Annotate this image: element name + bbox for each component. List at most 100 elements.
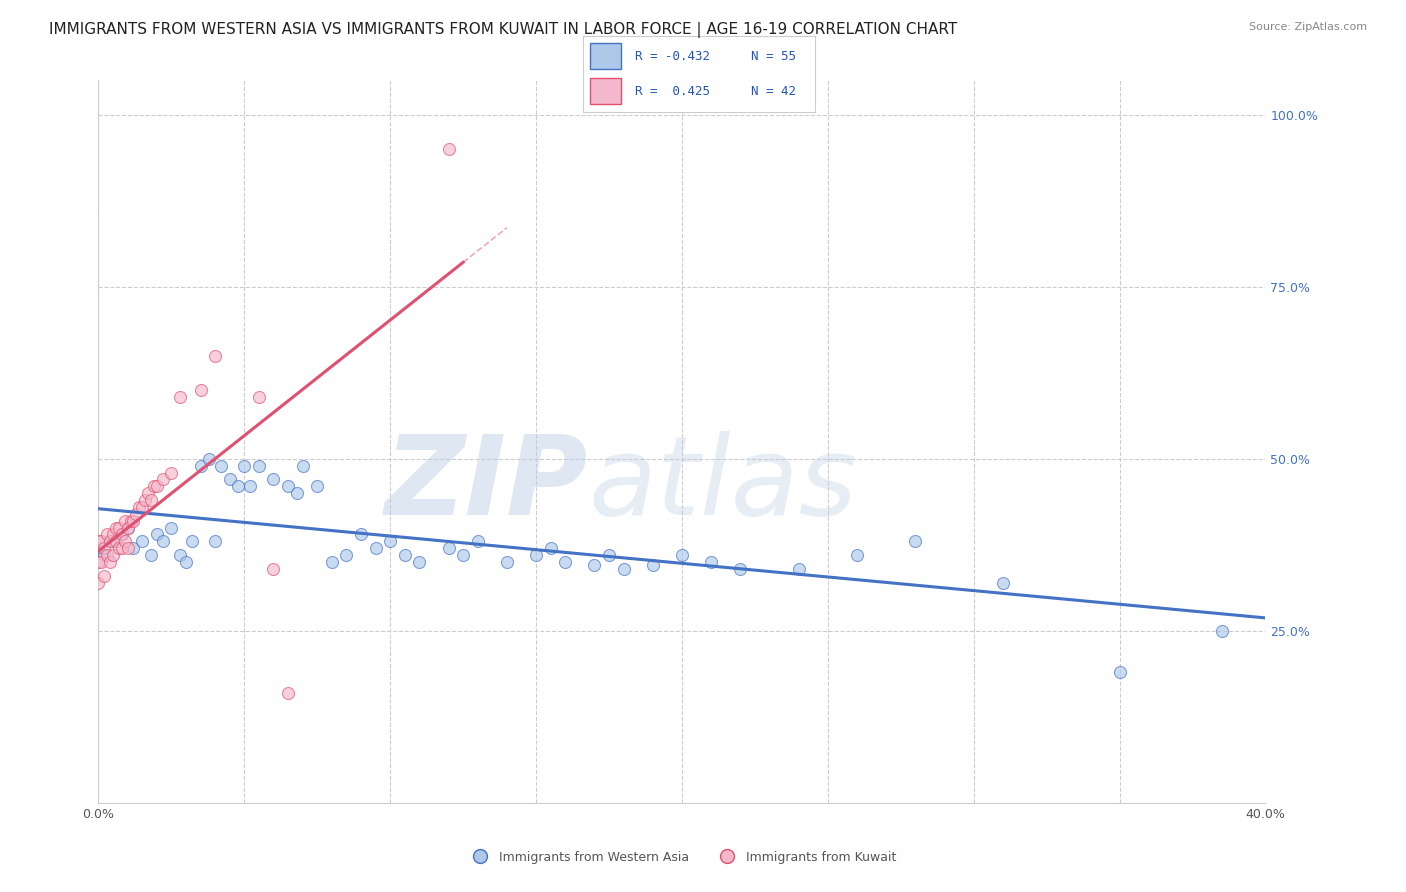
Text: N = 42: N = 42: [751, 85, 796, 97]
Point: [394, 548, 416, 562]
Point: [101, 548, 124, 562]
Point: [117, 541, 139, 556]
Point: [228, 479, 250, 493]
Point: [117, 520, 139, 534]
Text: N = 55: N = 55: [751, 50, 796, 62]
Legend: Immigrants from Western Asia, Immigrants from Kuwait: Immigrants from Western Asia, Immigrants…: [463, 846, 901, 869]
Point: [380, 534, 402, 549]
Point: [101, 527, 124, 541]
Point: [335, 548, 357, 562]
Point: [146, 527, 169, 541]
Text: R = -0.432: R = -0.432: [634, 50, 710, 62]
Point: [131, 500, 153, 514]
Point: [93, 541, 115, 556]
Point: [540, 541, 562, 556]
Point: [307, 479, 329, 493]
Point: [139, 548, 162, 562]
Text: IMMIGRANTS FROM WESTERN ASIA VS IMMIGRANTS FROM KUWAIT IN LABOR FORCE | AGE 16-1: IMMIGRANTS FROM WESTERN ASIA VS IMMIGRAN…: [49, 22, 957, 38]
Point: [671, 548, 693, 562]
Point: [108, 541, 131, 556]
Point: [554, 555, 576, 569]
Point: [700, 555, 723, 569]
Point: [87, 534, 110, 549]
Point: [108, 520, 131, 534]
Point: [1108, 665, 1130, 679]
Point: [169, 390, 191, 404]
Point: [101, 534, 124, 549]
Point: [524, 548, 547, 562]
Point: [98, 555, 121, 569]
Point: [90, 555, 112, 569]
Point: [111, 527, 134, 541]
Point: [730, 562, 752, 576]
Point: [583, 558, 606, 573]
Point: [262, 472, 284, 486]
Point: [247, 390, 270, 404]
Point: [122, 514, 145, 528]
Point: [218, 472, 240, 486]
Point: [117, 520, 139, 534]
Point: [321, 555, 343, 569]
Text: R =  0.425: R = 0.425: [634, 85, 710, 97]
Point: [104, 534, 127, 549]
Point: [93, 568, 115, 582]
Point: [350, 527, 373, 541]
Point: [437, 142, 460, 156]
Point: [169, 548, 191, 562]
Point: [146, 479, 169, 493]
Point: [134, 493, 156, 508]
Point: [131, 534, 153, 549]
Point: [204, 534, 226, 549]
Point: [233, 458, 256, 473]
Point: [87, 575, 110, 590]
Point: [136, 486, 159, 500]
FancyBboxPatch shape: [591, 44, 620, 69]
Point: [451, 548, 474, 562]
Point: [114, 514, 136, 528]
Text: ZIP: ZIP: [385, 432, 589, 539]
Point: [87, 555, 110, 569]
Point: [111, 541, 134, 556]
Point: [90, 534, 112, 549]
Point: [991, 575, 1014, 590]
Point: [496, 555, 519, 569]
Point: [98, 534, 121, 549]
Point: [122, 541, 145, 556]
Point: [180, 534, 202, 549]
Point: [787, 562, 810, 576]
Point: [139, 493, 162, 508]
Point: [277, 479, 299, 493]
FancyBboxPatch shape: [591, 78, 620, 104]
Point: [209, 458, 232, 473]
Point: [190, 458, 212, 473]
Point: [285, 486, 308, 500]
Point: [1211, 624, 1233, 638]
Point: [111, 527, 134, 541]
Point: [846, 548, 869, 562]
Point: [93, 548, 115, 562]
Point: [277, 686, 299, 700]
Point: [128, 500, 150, 514]
Point: [125, 507, 148, 521]
Point: [467, 534, 489, 549]
Point: [190, 383, 212, 397]
Point: [160, 466, 183, 480]
Point: [247, 458, 270, 473]
Point: [598, 548, 620, 562]
Point: [96, 548, 118, 562]
Point: [120, 514, 142, 528]
Text: atlas: atlas: [589, 432, 858, 539]
Point: [291, 458, 314, 473]
Point: [239, 479, 262, 493]
Point: [364, 541, 387, 556]
Text: Source: ZipAtlas.com: Source: ZipAtlas.com: [1249, 22, 1367, 32]
Point: [262, 562, 284, 576]
Point: [408, 555, 430, 569]
Point: [114, 534, 136, 549]
Point: [904, 534, 927, 549]
Point: [96, 527, 118, 541]
Point: [160, 520, 183, 534]
Point: [152, 472, 174, 486]
Point: [152, 534, 174, 549]
Point: [641, 558, 664, 573]
